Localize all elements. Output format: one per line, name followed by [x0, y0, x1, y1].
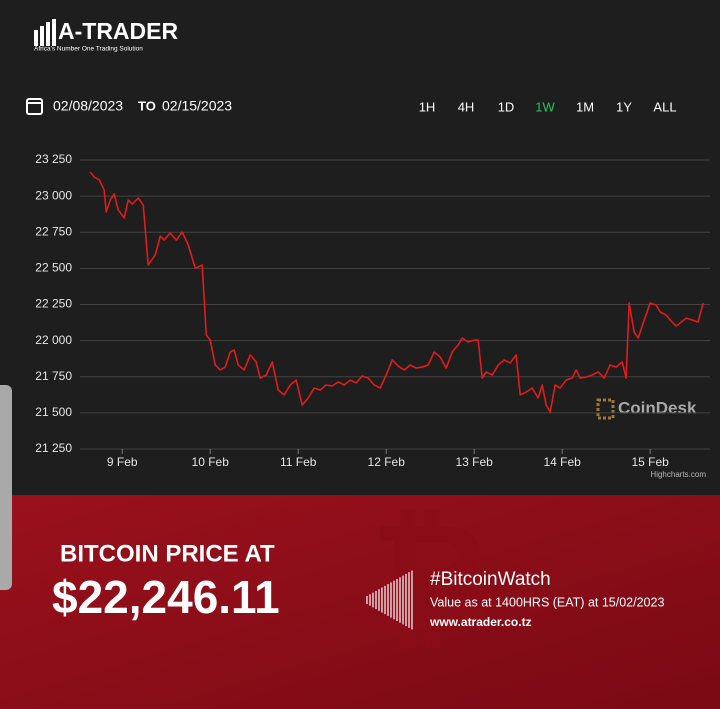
x-tick-label: 11 Feb	[280, 455, 317, 469]
date-from[interactable]: 02/08/2023	[53, 98, 123, 114]
x-tick-label: 14 Feb	[543, 455, 581, 469]
x-tick-label: 12 Feb	[368, 455, 406, 469]
range-button[interactable]: 1M	[576, 99, 594, 114]
range-buttons: 1H 4H 1D 1W 1M 1Y ALL	[419, 99, 677, 114]
y-tick-label: 21 500	[35, 405, 72, 419]
date-range: 02/08/2023 TO 02/15/2023	[26, 98, 232, 115]
y-tick-label: 21 250	[35, 441, 72, 455]
x-tick-label: 13 Feb	[456, 455, 494, 469]
x-tick-label: 9 Feb	[107, 455, 138, 469]
y-tick-label: 22 750	[35, 224, 72, 238]
banner	[0, 495, 720, 709]
watermark: CoinDesk	[618, 398, 697, 417]
url[interactable]: www.atrader.co.tz	[429, 615, 532, 629]
range-button[interactable]: ALL	[653, 99, 676, 114]
range-button[interactable]: 1W	[535, 99, 555, 114]
range-button[interactable]: 1D	[498, 99, 515, 114]
y-tick-label: 23 000	[35, 188, 72, 202]
date-to-label: TO	[138, 98, 156, 113]
banner-watermark: ₿	[370, 494, 492, 662]
range-button[interactable]: 1Y	[616, 99, 632, 114]
logo-text: A-TRADER	[58, 18, 178, 44]
sound-icon	[366, 570, 413, 630]
x-tick-label: 15 Feb	[631, 455, 669, 469]
x-tick-label: 10 Feb	[192, 455, 230, 469]
y-tick-label: 22 000	[35, 333, 72, 347]
banner-heading: BITCOIN PRICE AT	[60, 540, 275, 567]
banner-price: $22,246.11	[52, 571, 280, 623]
watermark-icon	[596, 398, 615, 420]
y-tick-label: 22 250	[35, 297, 72, 311]
range-button[interactable]: 1H	[419, 99, 436, 114]
plot: CoinDesk 21 250 21 500 21 750 22 000 22 250 22…	[35, 152, 710, 479]
credit[interactable]: Highcharts.com	[650, 470, 706, 479]
hashtag: #BitcoinWatch	[430, 569, 551, 590]
range-button[interactable]: 4H	[458, 99, 475, 114]
side-tab	[0, 385, 12, 590]
calendar-icon[interactable]	[26, 98, 43, 115]
price-line	[89, 171, 704, 413]
y-tick-label: 23 250	[35, 152, 72, 166]
y-tick-label: 21 750	[35, 369, 72, 383]
tagline: Africa's Number One Trading Solution	[34, 46, 143, 53]
y-tick-label: 22 500	[35, 261, 72, 275]
date-to[interactable]: 02/15/2023	[162, 98, 232, 114]
logo: A-TRADER Africa's Number One Trading Sol…	[34, 18, 178, 53]
value-note: Value as at 1400HRS (EAT) at 15/02/2023	[430, 595, 664, 609]
chart-panel	[0, 0, 720, 495]
